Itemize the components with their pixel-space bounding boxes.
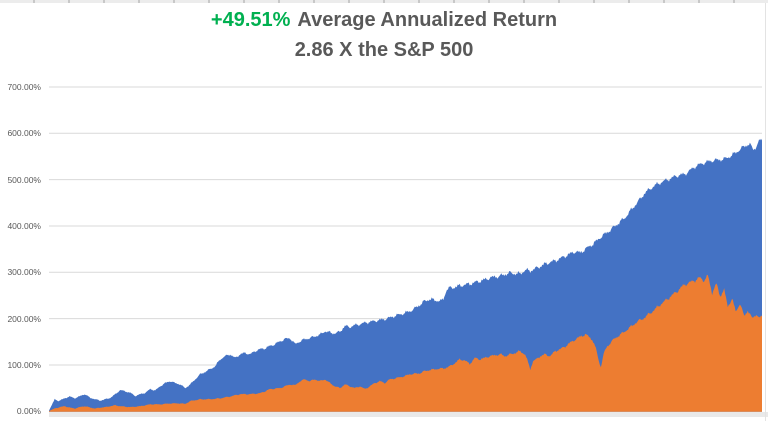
y-axis-tick-label: 700.00% [7, 81, 41, 92]
spreadsheet-column-line [765, 3, 766, 421]
y-axis-tick-label: 0.00% [16, 406, 41, 417]
series-group [49, 138, 762, 412]
y-axis-tick-label: 200.00% [7, 313, 41, 324]
y-axis-tick-label: 400.00% [7, 220, 41, 231]
spreadsheet-row-strip-top [0, 0, 768, 3]
chart-title-line1: +49.51% Average Annualized Return [211, 9, 557, 31]
y-axis-tick-label: 600.00% [7, 128, 41, 139]
chart-title: +49.51% Average Annualized Return 2.86 X … [0, 5, 768, 65]
y-axis-tick-label: 500.00% [7, 174, 41, 185]
chart-title-highlight: +49.51% [210, 9, 291, 31]
orange-area [49, 274, 762, 412]
spreadsheet-row-strip-bottom [49, 412, 768, 417]
chart-title-rest: Average Annualized Return [297, 9, 558, 31]
chart-subtitle: 2.86 X the S&P 500 [294, 39, 474, 61]
y-axis-tick-label: 300.00% [7, 267, 41, 278]
y-axis-tick-label: 100.00% [7, 359, 41, 370]
